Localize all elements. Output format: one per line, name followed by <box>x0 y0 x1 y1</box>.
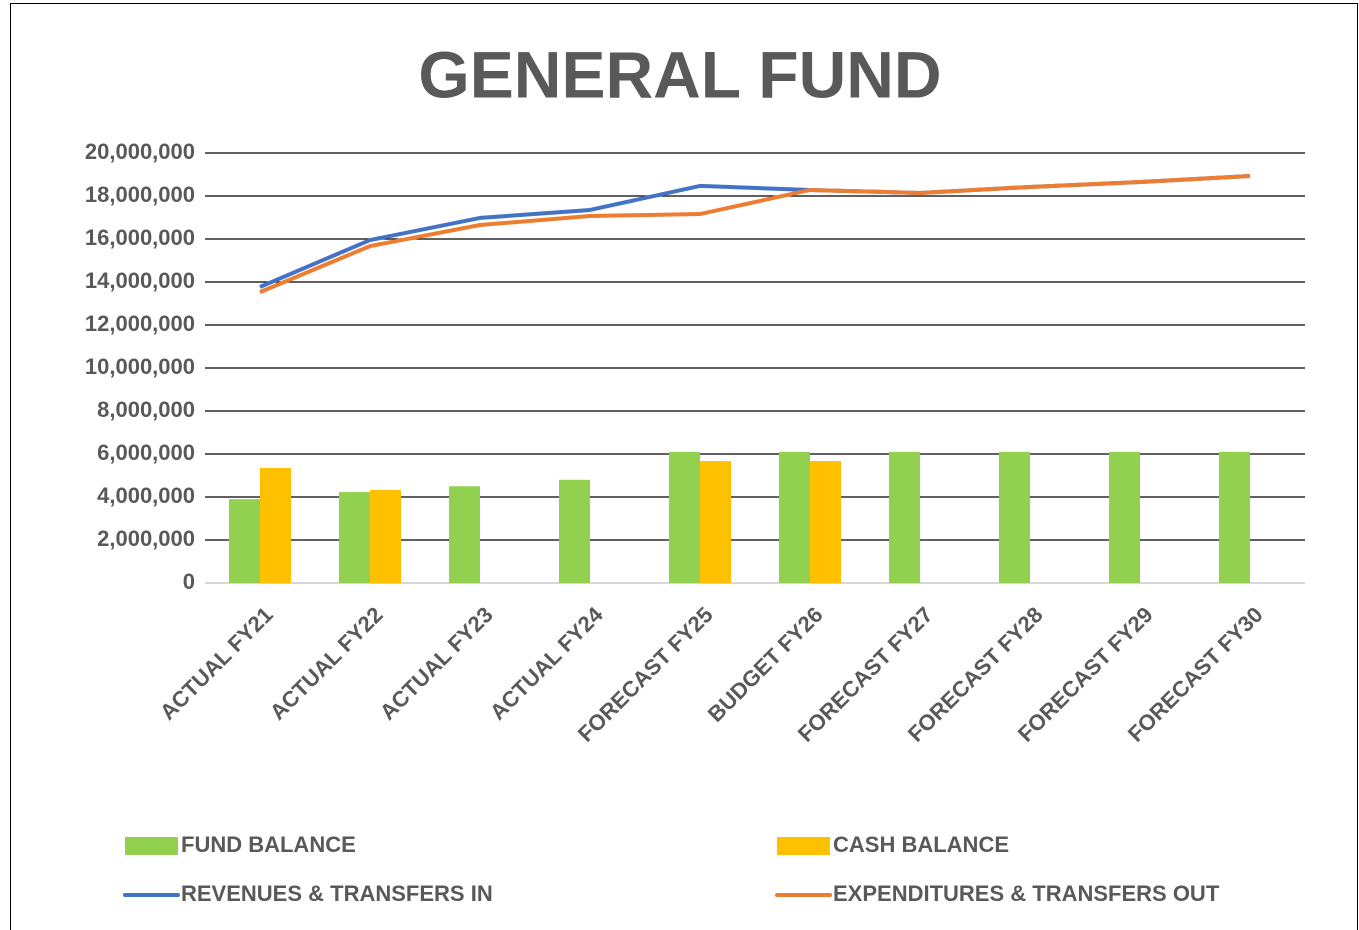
chart-title: GENERAL FUND <box>418 37 941 111</box>
y-tick-label: 10,000,000 <box>85 354 195 379</box>
y-tick-label: 6,000,000 <box>97 440 195 465</box>
y-tick-label: 8,000,000 <box>97 397 195 422</box>
bar <box>229 499 260 583</box>
y-tick-label: 12,000,000 <box>85 311 195 336</box>
bar <box>810 461 841 583</box>
y-tick-label: 2,000,000 <box>97 526 195 551</box>
chart-border <box>10 3 1358 930</box>
legend-swatch <box>125 837 178 855</box>
y-tick-label: 20,000,000 <box>85 139 195 164</box>
bar <box>370 489 401 583</box>
bar <box>260 467 291 583</box>
y-tick-label: 4,000,000 <box>97 483 195 508</box>
x-tick-label: BUDGET FY26 <box>703 602 828 727</box>
bar <box>339 492 370 583</box>
bar <box>999 451 1030 583</box>
legend-label: REVENUES & TRANSFERS IN <box>181 881 493 906</box>
bar <box>779 451 810 583</box>
x-tick-label: ACTUAL FY24 <box>485 601 608 724</box>
y-tick-label: 14,000,000 <box>85 268 195 293</box>
y-tick-label: 18,000,000 <box>85 182 195 207</box>
bar <box>1109 451 1140 583</box>
legend-label: EXPENDITURES & TRANSFERS OUT <box>833 881 1220 906</box>
x-tick-label: ACTUAL FY22 <box>265 602 388 725</box>
legend-label: FUND BALANCE <box>181 832 356 857</box>
bar <box>669 451 700 583</box>
bar <box>559 479 590 583</box>
y-tick-label: 16,000,000 <box>85 225 195 250</box>
line <box>259 174 1251 289</box>
legend-swatch <box>777 837 830 855</box>
bar <box>1219 451 1250 583</box>
line <box>259 174 1251 294</box>
legend-label: CASH BALANCE <box>833 832 1009 857</box>
bar <box>449 486 480 583</box>
x-tick-label: ACTUAL FY21 <box>155 602 278 725</box>
x-tick-label: ACTUAL FY23 <box>375 602 498 725</box>
bar <box>700 461 731 583</box>
y-tick-label: 0 <box>183 569 195 594</box>
bar <box>889 451 920 583</box>
